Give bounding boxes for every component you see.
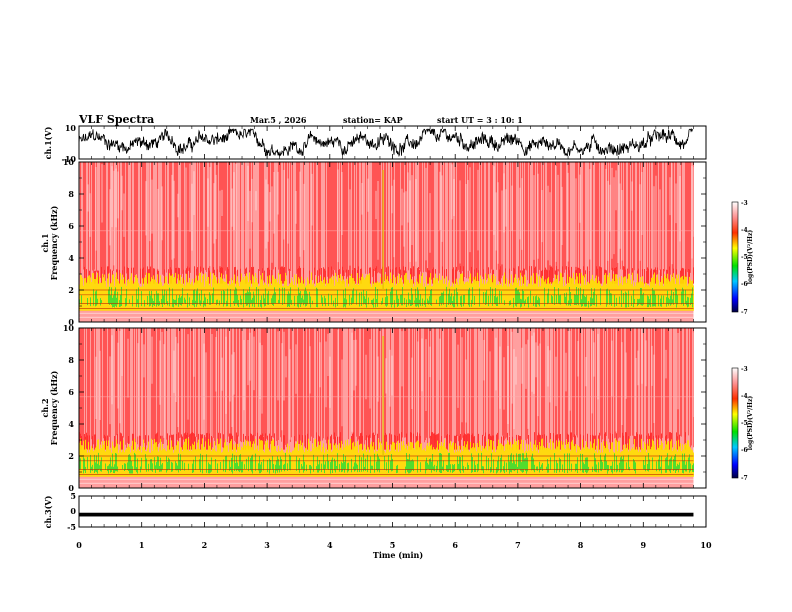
spec-ytick-label: 8 — [68, 355, 74, 365]
spec-ytick-label: 4 — [68, 253, 74, 263]
ch3-panel-bg — [79, 496, 706, 527]
ch2-cb-tick-m4: -4 — [741, 393, 748, 400]
ch2-spec-ylabel-channel: ch.2 — [40, 398, 50, 417]
spec-ytick-label: 8 — [68, 189, 74, 199]
ch2-spectrogram-image — [79, 328, 695, 488]
ch1-cb-tick-m3: -3 — [741, 200, 748, 207]
xtick-label: 9 — [641, 540, 647, 550]
ch1-spectrogram-image — [79, 162, 695, 322]
ch3-ytick-bottom: -5 — [67, 522, 76, 532]
spec-ytick-label: 10 — [63, 323, 75, 333]
ch1-spectrogram-panel: 0 2 4 6 8 10 ch.1 Frequency (kHz) -3 -4 -5 -6… — [40, 157, 754, 327]
ch1-trace — [78, 127, 694, 158]
ch1-spec-ylabel-channel: ch.1 — [40, 233, 50, 252]
ch1-spec-ylabel-freq: Frequency (kHz) — [49, 205, 59, 280]
xtick-label: 3 — [264, 540, 270, 550]
header-start-time: start UT = 3 : 10: 1 — [437, 115, 523, 125]
ch1-waveform-panel: 10 -10 ch.1(V) — [43, 123, 707, 164]
xtick-label: 8 — [578, 540, 584, 550]
ch1-ytick-bottom: -10 — [62, 154, 77, 164]
spec-ytick-label: 2 — [68, 285, 74, 295]
ch2-cb-tick-m7: -7 — [741, 475, 748, 482]
xtick-label: 1 — [139, 540, 145, 550]
xtick-label: 7 — [515, 540, 521, 550]
xtick-label: 10 — [700, 540, 712, 550]
header-station: station= KAP — [343, 115, 403, 125]
ch3-waveform-panel: 5 0 -5 ch.3(V) — [43, 491, 707, 532]
spectrogram-speckle — [95, 328, 695, 440]
x-axis-ticks: 0 1 2 3 4 5 6 7 8 9 10 — [76, 126, 712, 550]
xtick-label: 0 — [76, 540, 82, 550]
ch1-cb-tick-m7: -7 — [741, 309, 748, 316]
spec-ytick-label: 4 — [68, 419, 74, 429]
ch2-colorbar — [731, 367, 739, 479]
figure-title: VLF Spectra — [78, 113, 154, 126]
spec-ytick-label: 0 — [68, 483, 74, 493]
spectrogram-speckle — [87, 162, 695, 273]
ch1-cb-tick-m4: -4 — [741, 227, 748, 234]
ch3-trace — [79, 512, 694, 517]
ch2-spec-ylabel-freq: Frequency (kHz) — [49, 370, 59, 445]
ch1-cb-tick-m6: -6 — [741, 281, 748, 288]
header-date: Mar.5 , 2026 — [250, 115, 307, 125]
xtick-label: 2 — [202, 540, 208, 550]
spec-ytick-label: 10 — [63, 157, 75, 167]
spec-ytick-label: 6 — [68, 221, 74, 231]
ch1-colorbar — [731, 201, 739, 313]
xtick-label: 6 — [452, 540, 458, 550]
spec-ytick-label: 2 — [68, 451, 74, 461]
ch2-cb-tick-m3: -3 — [741, 366, 748, 373]
ch1-cb-tick-m5: -5 — [741, 254, 748, 261]
ch1-colorbar-label: log(PSD)(V²/Hz) — [747, 230, 754, 285]
ch1-ytick-top: 10 — [65, 123, 77, 133]
ch3-ytick-mid: 0 — [70, 506, 76, 516]
ch2-cb-tick-m6: -6 — [741, 447, 748, 454]
ch2-spectrogram-panel: 0 2 4 6 8 10 ch.2 Frequency (kHz) -3 -4 -5 -6… — [40, 323, 754, 493]
spec-ytick-label: 6 — [68, 387, 74, 397]
ch3-ytick-top: 5 — [70, 491, 76, 501]
x-axis-label: Time (min) — [373, 550, 423, 560]
ch1-ylabel: ch.1(V) — [43, 126, 53, 159]
xtick-label: 5 — [390, 540, 396, 550]
xtick-label: 4 — [327, 540, 333, 550]
ch1-spec-yticks: 0 2 4 6 8 10 — [63, 157, 706, 327]
spec-ytick-label: 0 — [68, 317, 74, 327]
ch3-ylabel: ch.3(V) — [43, 495, 53, 528]
ch2-spec-yticks: 0 2 4 6 8 10 — [63, 323, 706, 493]
ch2-cb-tick-m5: -5 — [741, 420, 748, 427]
ch2-colorbar-label: log(PSD)(V²/Hz) — [747, 396, 754, 451]
